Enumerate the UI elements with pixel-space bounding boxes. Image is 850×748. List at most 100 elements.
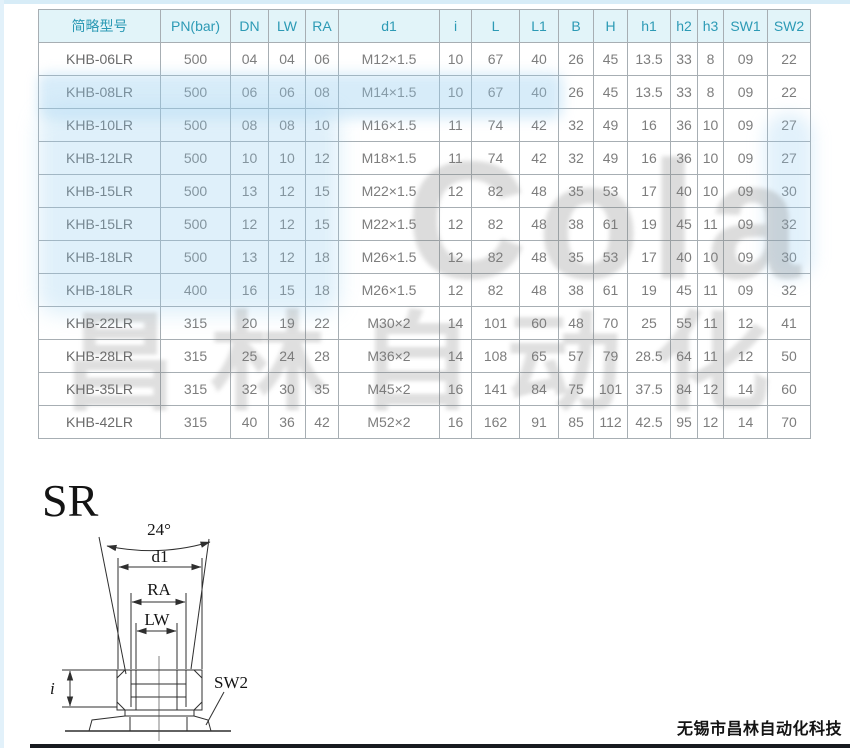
value-cell: 09 [723,174,768,208]
value-cell: 10 [697,108,724,142]
value-cell: 10 [439,75,472,109]
header-cell: h1 [627,9,671,43]
value-cell: 32 [558,141,594,175]
value-cell: 49 [593,108,628,142]
table-row: KHB-22LR 315 20 19 22 M30×2 14 101 60 48 70 25 55 11 1… [38,306,811,340]
value-cell: 500 [160,174,231,208]
bore-lines [135,670,178,710]
value-cell: 17 [627,240,671,274]
value-cell: 32 [767,207,811,241]
i-extension-lines [62,669,117,708]
value-cell: 22 [767,75,811,109]
header-cell: DN [230,9,269,43]
i-label: i [50,679,55,698]
value-cell: M52×2 [338,405,440,439]
ra-label: RA [147,580,171,599]
value-cell: 36 [670,108,698,142]
value-cell: 35 [558,240,594,274]
value-cell: 11 [697,207,724,241]
header-cell: 简略型号 [38,9,161,43]
value-cell: 400 [160,273,231,307]
value-cell: 82 [471,273,520,307]
value-cell: 16 [230,273,269,307]
value-cell: 45 [670,273,698,307]
value-cell: 16 [439,405,472,439]
header-cell: B [558,9,594,43]
value-cell: 16 [627,141,671,175]
value-cell: 32 [558,108,594,142]
value-cell: 14 [439,306,472,340]
table-row: KHB-35LR 315 32 30 35 M45×2 16 141 84 75 101 37.5 84… [38,372,811,406]
value-cell: 33 [670,42,698,76]
value-cell: 91 [519,405,559,439]
value-cell: 08 [305,75,339,109]
value-cell: 500 [160,75,231,109]
sw2-leader-line [205,691,225,726]
value-cell: M45×2 [338,372,440,406]
value-cell: 315 [160,405,231,439]
value-cell: 315 [160,306,231,340]
value-cell: 12 [723,306,768,340]
model-cell: KHB-18LR [38,273,161,307]
model-cell: KHB-12LR [38,141,161,175]
value-cell: 42 [305,405,339,439]
value-cell: 12 [439,273,472,307]
value-cell: 500 [160,240,231,274]
value-cell: 64 [670,339,698,373]
value-cell: M36×2 [338,339,440,373]
value-cell: 70 [767,405,811,439]
value-cell: 55 [670,306,698,340]
value-cell: 10 [268,141,306,175]
table-row: KHB-15LR 500 13 12 15 M22×1.5 12 82 48 35 53 17 40 10… [38,174,811,208]
value-cell: 13.5 [627,42,671,76]
value-cell: 12 [268,240,306,274]
value-cell: 16 [627,108,671,142]
value-cell: 79 [593,339,628,373]
header-cell: RA [305,9,339,43]
value-cell: 12 [268,207,306,241]
value-cell: 70 [593,306,628,340]
thread-lines [130,670,187,707]
model-cell: KHB-18LR [38,240,161,274]
lw-label: LW [144,610,170,629]
value-cell: 60 [519,306,559,340]
model-cell: KHB-35LR [38,372,161,406]
value-cell: 06 [305,42,339,76]
value-cell: M26×1.5 [338,273,440,307]
value-cell: 500 [160,108,231,142]
value-cell: 35 [305,372,339,406]
value-cell: 40 [670,174,698,208]
header-cell: SW1 [723,9,768,43]
value-cell: 11 [697,306,724,340]
value-cell: M16×1.5 [338,108,440,142]
value-cell: 09 [723,273,768,307]
value-cell: 38 [558,207,594,241]
value-cell: 141 [471,372,520,406]
value-cell: 12 [697,372,724,406]
value-cell: 315 [160,339,231,373]
value-cell: 11 [439,141,472,175]
value-cell: 18 [305,240,339,274]
header-cell: H [593,9,628,43]
cone-left-line [98,536,127,675]
d1-label: d1 [152,547,169,566]
value-cell: 112 [593,405,628,439]
body-outline [116,669,203,711]
header-cell: PN(bar) [160,9,231,43]
value-cell: M30×2 [338,306,440,340]
value-cell: 13 [230,240,269,274]
value-cell: 53 [593,174,628,208]
table-row: KHB-18LR 500 13 12 18 M26×1.5 12 82 48 35 53 17 40 10… [38,240,811,274]
header-cell: L1 [519,9,559,43]
value-cell: 85 [558,405,594,439]
model-cell: KHB-15LR [38,174,161,208]
value-cell: 45 [593,75,628,109]
value-cell: 18 [305,273,339,307]
value-cell: 35 [558,174,594,208]
model-cell: KHB-06LR [38,42,161,76]
value-cell: 48 [519,207,559,241]
value-cell: 48 [519,174,559,208]
